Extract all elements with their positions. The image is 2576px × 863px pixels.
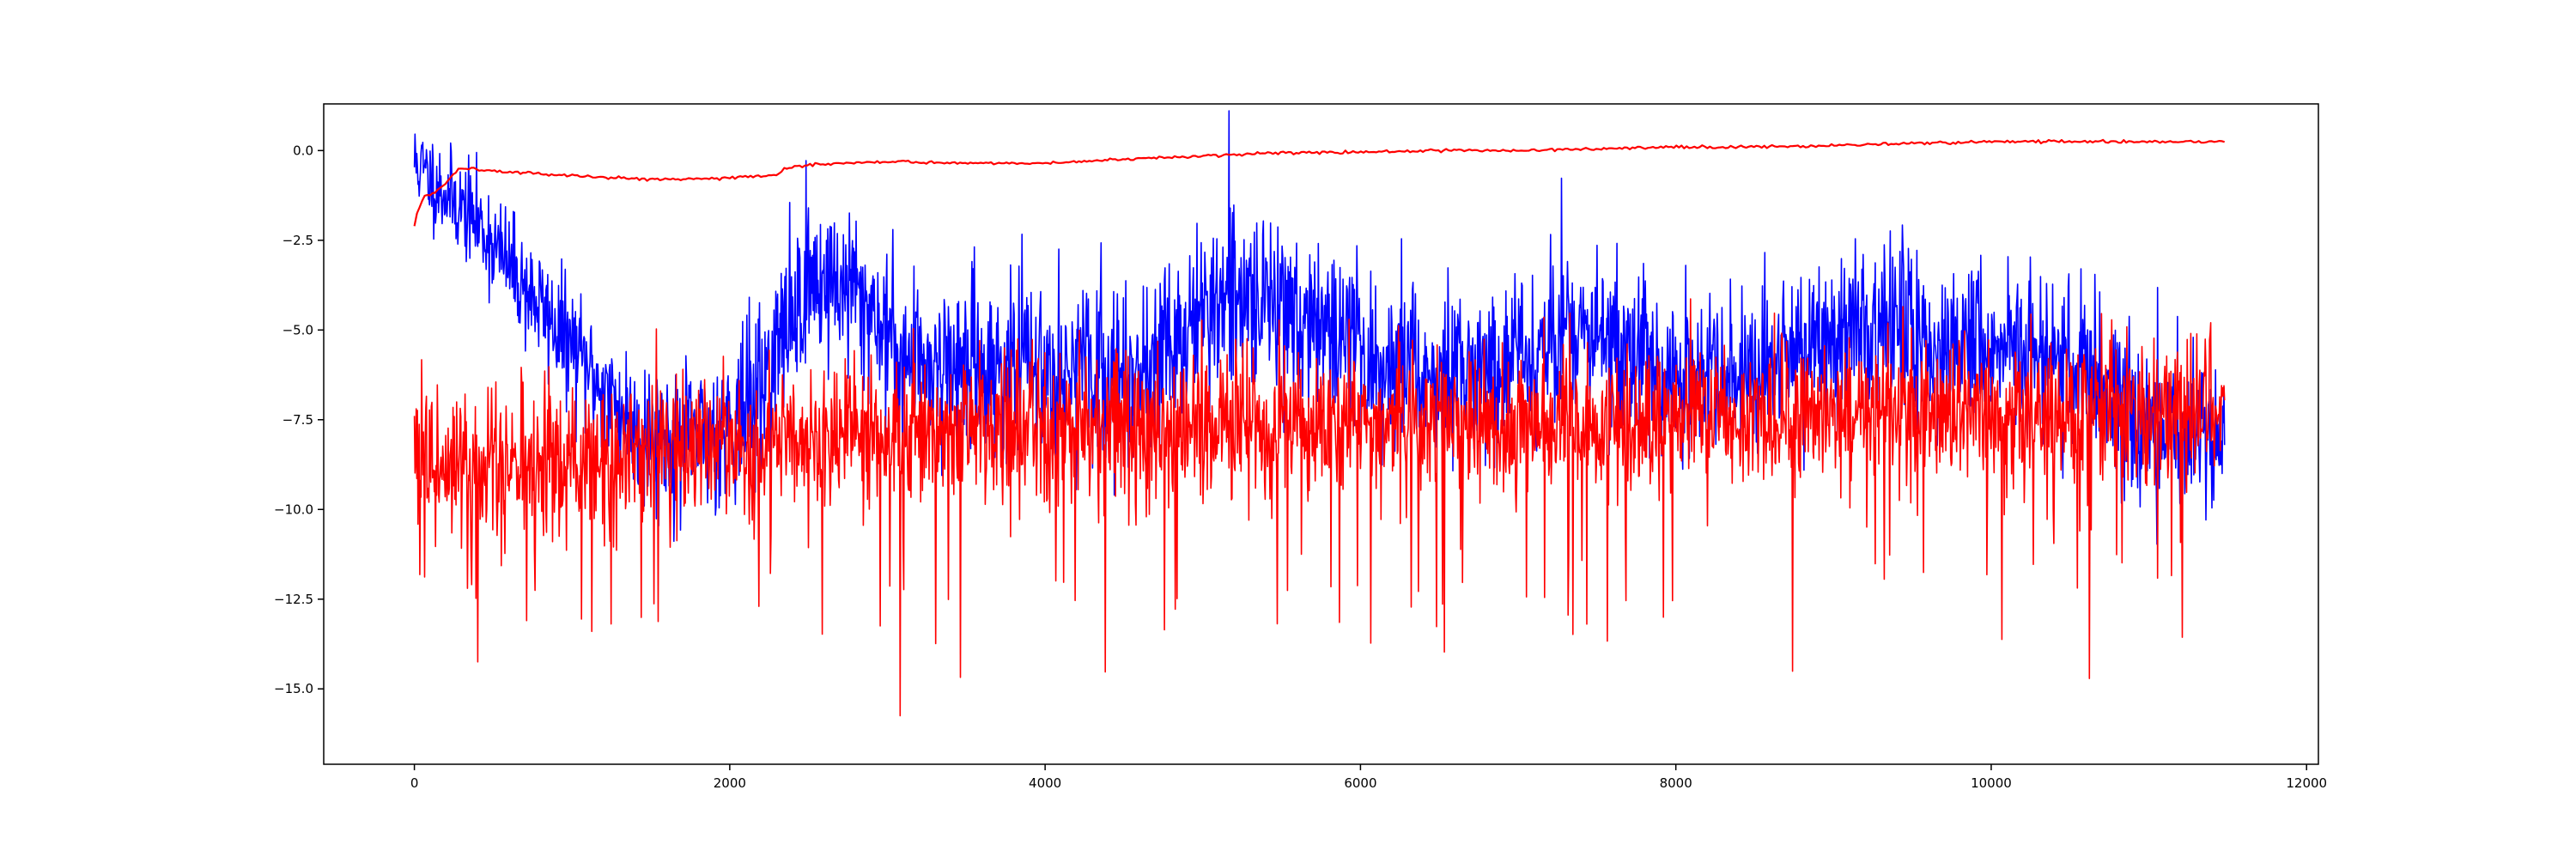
x-tick-label: 2000 [714, 775, 746, 791]
x-tick-label: 6000 [1344, 775, 1376, 791]
y-tick-label: 0.0 [293, 143, 313, 158]
y-axis: 0.0 −2.5 −5.0 −7.5 −10.0 −12.5 −15.0 [274, 143, 324, 696]
x-axis: 0 2000 4000 6000 8000 10000 12000 [410, 764, 2327, 791]
series-line-2 [413, 138, 2226, 227]
x-tick-label: 8000 [1660, 775, 1692, 791]
y-tick-label: −2.5 [283, 233, 313, 248]
x-tick-label: 4000 [1029, 775, 1061, 791]
x-tick-label: 10000 [1971, 775, 2012, 791]
y-tick-label: −5.0 [283, 322, 313, 337]
y-tick-label: −10.0 [274, 501, 313, 517]
plot-frame [323, 103, 2319, 765]
x-tick-label: 12000 [2286, 775, 2327, 791]
series-line-1 [413, 298, 2226, 717]
x-tick-label: 0 [410, 775, 419, 791]
y-tick-label: −15.0 [274, 681, 313, 696]
y-tick-label: −12.5 [274, 592, 313, 607]
y-tick-label: −7.5 [283, 412, 313, 428]
series-layer [413, 110, 2226, 717]
series-line-0 [413, 110, 2226, 545]
